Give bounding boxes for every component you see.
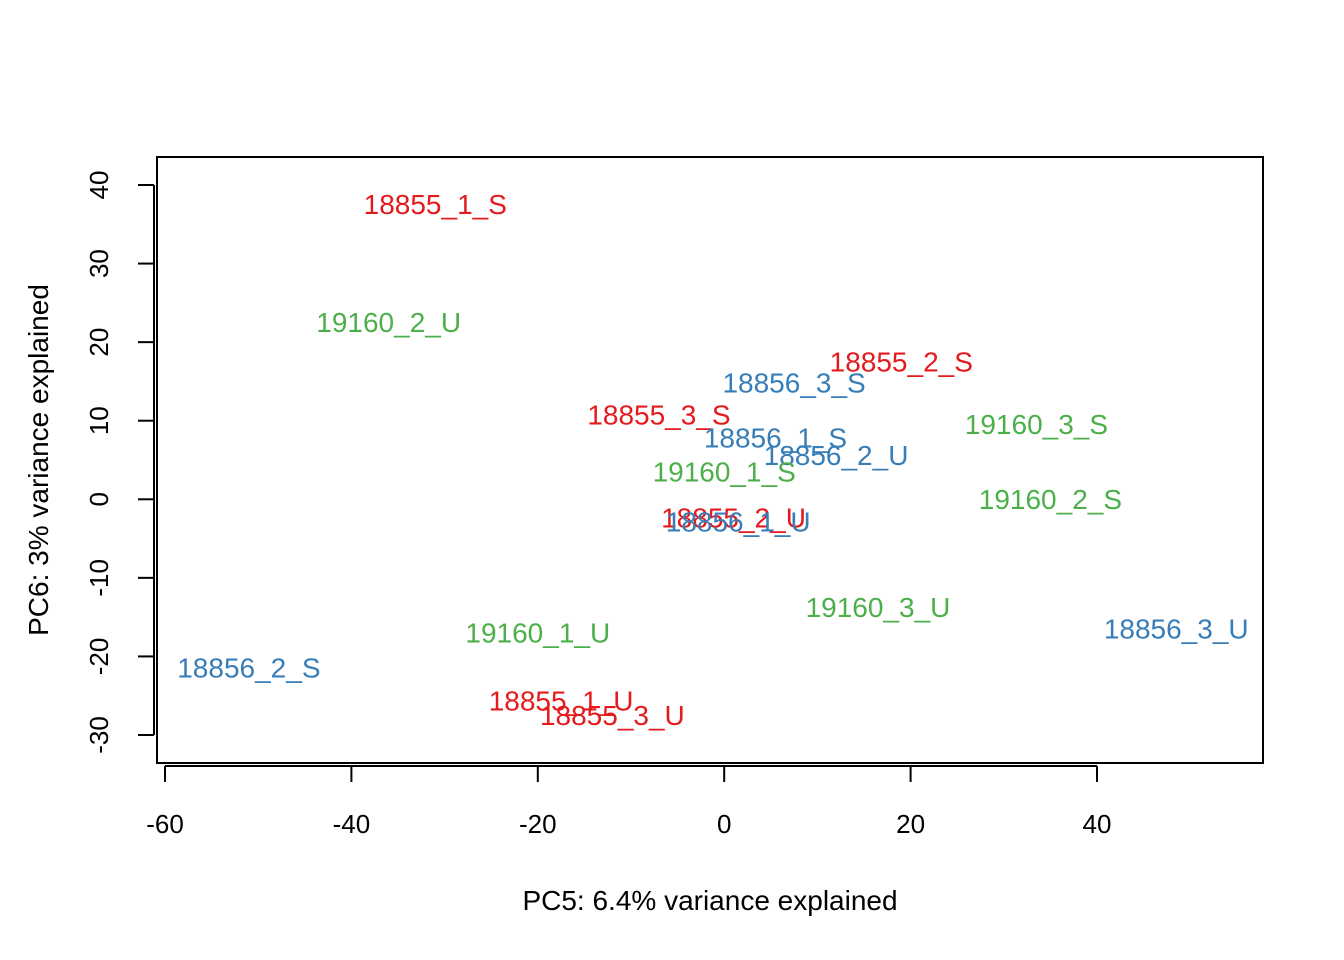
- y-tick-label: -20: [84, 638, 114, 676]
- x-axis-title: PC5: 6.4% variance explained: [522, 885, 897, 916]
- point-label: 18855_1_U: [489, 686, 634, 717]
- point-label: 19160_2_S: [979, 484, 1122, 515]
- point-label: 18855_2_S: [830, 346, 973, 377]
- x-tick-label: 40: [1083, 809, 1112, 839]
- x-tick-label: -20: [519, 809, 557, 839]
- x-tick-label: 0: [717, 809, 731, 839]
- y-axis: -30 -20 -10 0 10 20 30 40: [84, 171, 155, 754]
- point-label: 18855_2_U: [661, 503, 806, 534]
- point-label: 18856_1_S: [704, 423, 847, 454]
- point-label: 19160_3_U: [806, 592, 951, 623]
- point-labels: 18855_1_S18855_2_S18855_3_S18855_2_U1885…: [177, 189, 1248, 731]
- y-tick-label: -10: [84, 559, 114, 597]
- x-tick-label: -60: [146, 809, 184, 839]
- y-tick-label: 0: [84, 492, 114, 506]
- y-tick-label: 30: [84, 249, 114, 278]
- point-label: 18856_2_U: [764, 440, 909, 471]
- x-tick-label: 20: [896, 809, 925, 839]
- point-label: 19160_1_S: [653, 456, 796, 487]
- point-label: 18856_3_U: [1104, 613, 1249, 644]
- point-label: 18856_1_U: [666, 507, 811, 538]
- y-tick-label: 40: [84, 171, 114, 200]
- y-axis-title: PC6: 3% variance explained: [23, 284, 54, 636]
- plot-frame: [156, 156, 1264, 764]
- point-label: 18856_2_S: [177, 653, 320, 684]
- point-label: 19160_2_U: [316, 307, 461, 338]
- point-label: 19160_3_S: [965, 409, 1108, 440]
- y-tick-label: -30: [84, 716, 114, 754]
- point-label: 18856_3_S: [722, 368, 865, 399]
- y-tick-label: 20: [84, 328, 114, 357]
- point-label: 18855_3_U: [540, 700, 685, 731]
- y-tick-label: 10: [84, 406, 114, 435]
- point-label: 18855_1_S: [364, 189, 507, 220]
- point-label: 18855_3_S: [587, 400, 730, 431]
- x-tick-label: -40: [333, 809, 371, 839]
- x-axis: -60 -40 -20 0 20 40: [146, 765, 1112, 839]
- point-label: 19160_1_U: [465, 617, 610, 648]
